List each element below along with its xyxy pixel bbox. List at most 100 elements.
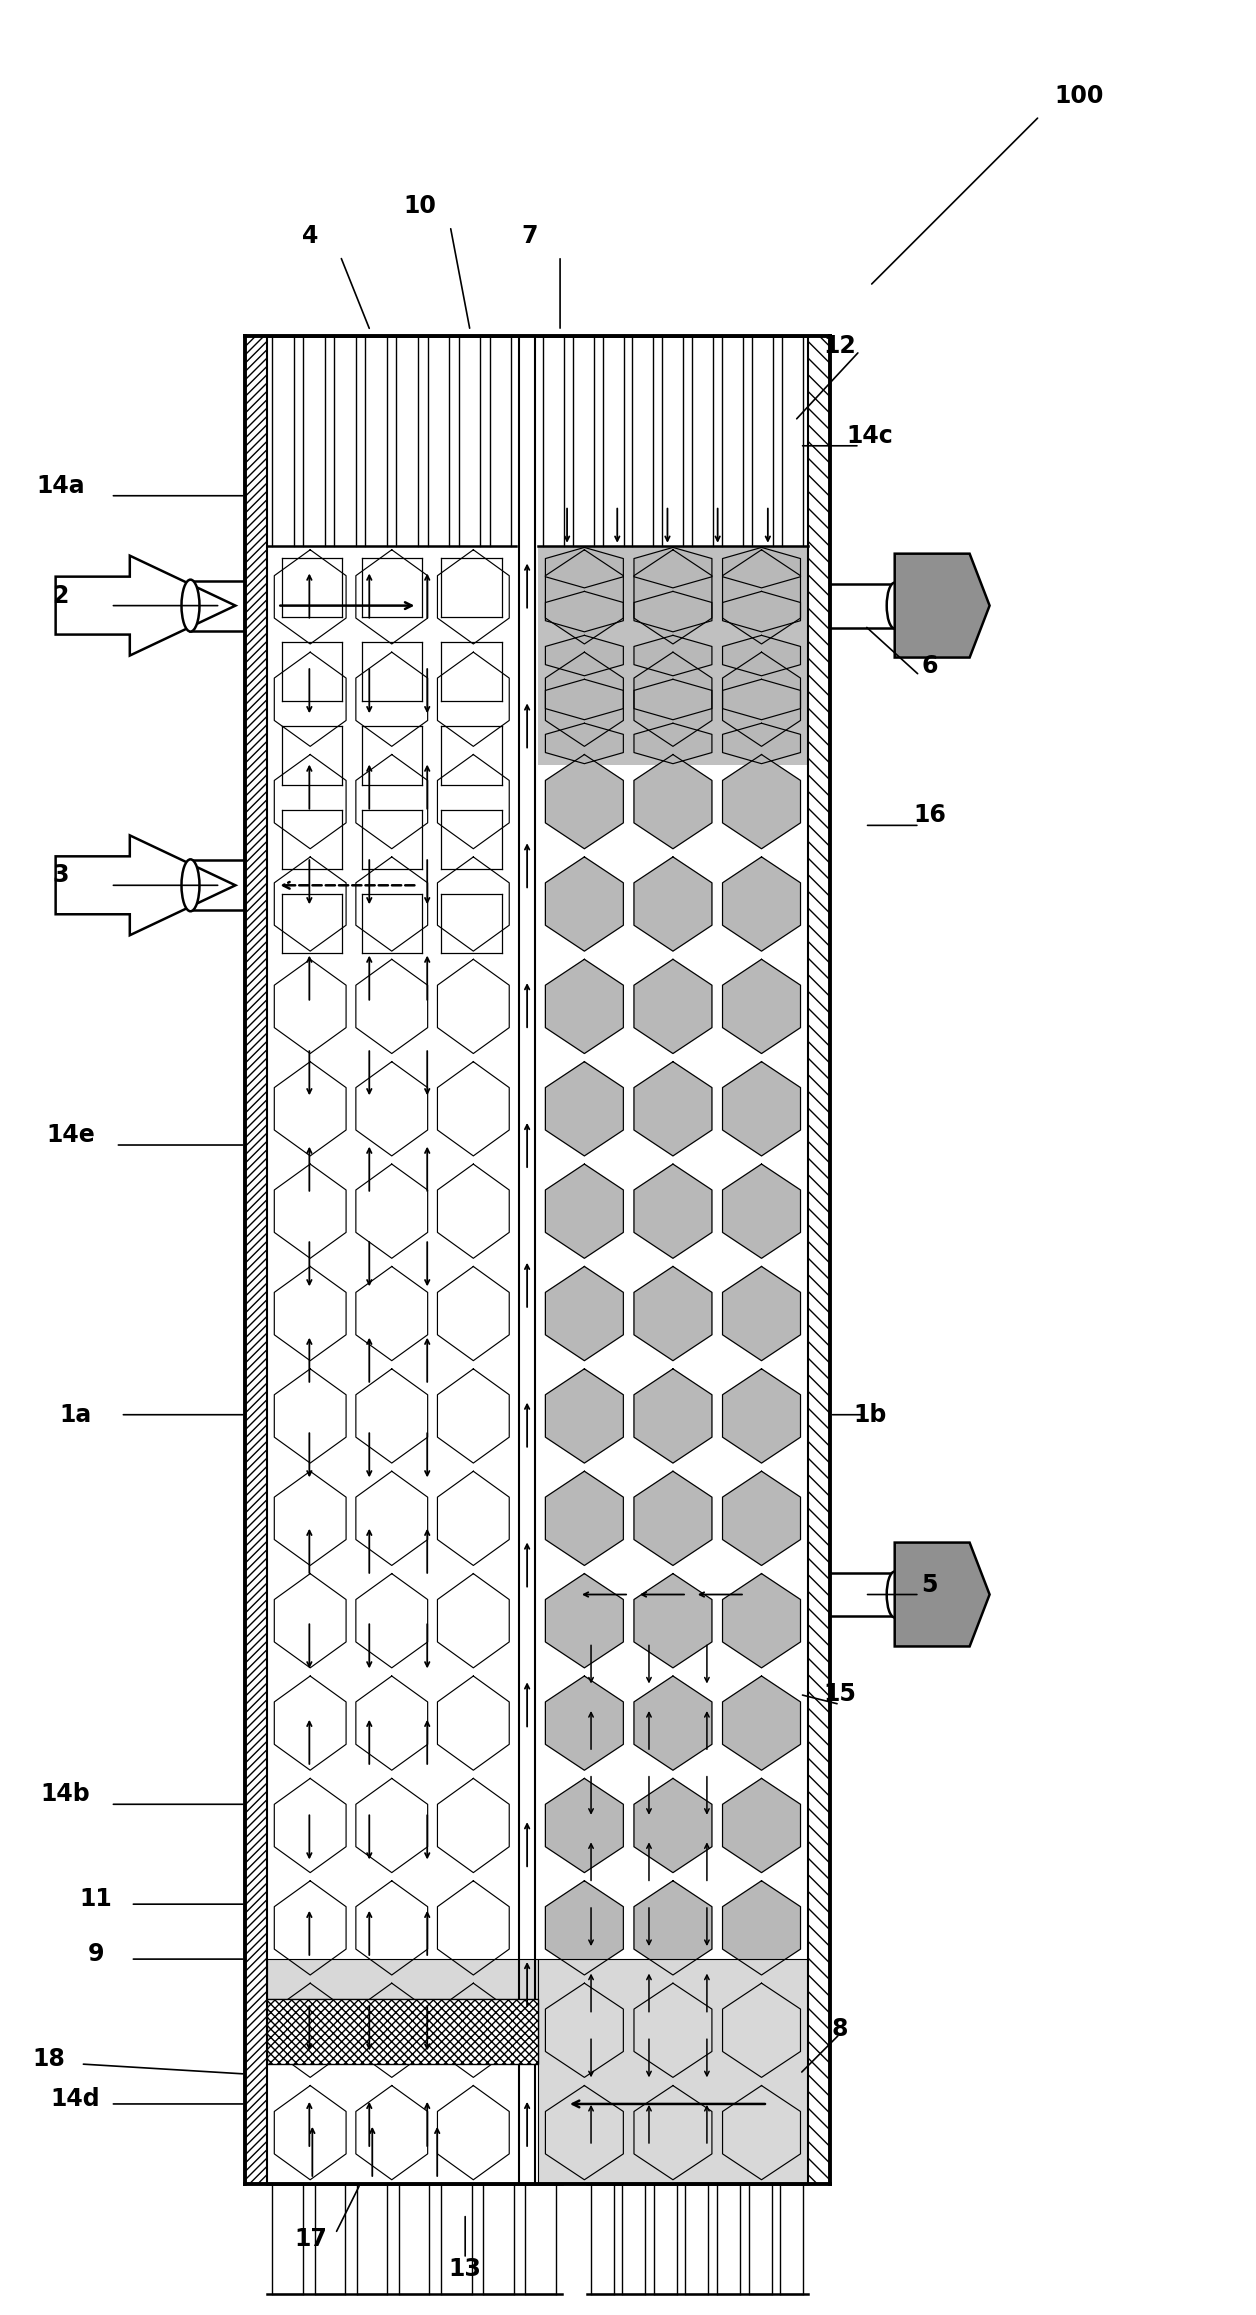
Polygon shape bbox=[722, 549, 800, 644]
Polygon shape bbox=[355, 1164, 427, 1259]
Polygon shape bbox=[437, 1266, 509, 1361]
Ellipse shape bbox=[182, 859, 200, 912]
Polygon shape bbox=[722, 2086, 800, 2181]
Polygon shape bbox=[355, 755, 427, 850]
Polygon shape bbox=[545, 549, 623, 644]
Text: 13: 13 bbox=[448, 2257, 481, 2280]
Bar bbox=[268, 546, 528, 965]
Polygon shape bbox=[274, 958, 347, 1053]
Polygon shape bbox=[545, 857, 623, 951]
Polygon shape bbox=[722, 1266, 800, 1361]
Text: 16: 16 bbox=[913, 803, 946, 826]
Polygon shape bbox=[274, 1266, 347, 1361]
Polygon shape bbox=[545, 2086, 623, 2181]
Text: 10: 10 bbox=[403, 194, 437, 218]
Polygon shape bbox=[634, 678, 712, 720]
Polygon shape bbox=[722, 546, 800, 588]
Polygon shape bbox=[545, 722, 623, 764]
Polygon shape bbox=[545, 634, 623, 676]
Polygon shape bbox=[545, 1063, 623, 1155]
Polygon shape bbox=[545, 1266, 623, 1361]
Text: 5: 5 bbox=[922, 1572, 938, 1597]
Polygon shape bbox=[355, 1368, 427, 1463]
Polygon shape bbox=[274, 1574, 347, 1667]
Text: 11: 11 bbox=[79, 1887, 112, 1912]
Polygon shape bbox=[274, 1676, 347, 1771]
Polygon shape bbox=[355, 1574, 427, 1667]
Polygon shape bbox=[437, 958, 509, 1053]
Polygon shape bbox=[634, 1880, 712, 1975]
Polygon shape bbox=[274, 1164, 347, 1259]
Polygon shape bbox=[722, 722, 800, 764]
Bar bbox=[538, 1958, 808, 2183]
Polygon shape bbox=[355, 857, 427, 951]
Polygon shape bbox=[634, 1368, 712, 1463]
Polygon shape bbox=[634, 590, 712, 632]
Polygon shape bbox=[722, 1164, 800, 1259]
Polygon shape bbox=[437, 1574, 509, 1667]
Polygon shape bbox=[545, 546, 623, 588]
Text: 3: 3 bbox=[53, 863, 69, 887]
Polygon shape bbox=[545, 653, 623, 745]
Polygon shape bbox=[55, 556, 235, 655]
Polygon shape bbox=[722, 857, 800, 951]
Polygon shape bbox=[274, 653, 347, 745]
Ellipse shape bbox=[887, 583, 903, 630]
Polygon shape bbox=[355, 1880, 427, 1975]
Text: 14e: 14e bbox=[46, 1123, 95, 1146]
Polygon shape bbox=[545, 1984, 623, 2077]
Bar bbox=[534, 336, 808, 546]
Polygon shape bbox=[634, 634, 712, 676]
Text: 14c: 14c bbox=[847, 424, 893, 447]
Polygon shape bbox=[545, 755, 623, 850]
Polygon shape bbox=[634, 722, 712, 764]
Polygon shape bbox=[722, 590, 800, 632]
Text: 8: 8 bbox=[831, 2016, 848, 2042]
Polygon shape bbox=[634, 1266, 712, 1361]
Polygon shape bbox=[634, 1676, 712, 1771]
Polygon shape bbox=[437, 2086, 509, 2181]
Polygon shape bbox=[437, 1368, 509, 1463]
Polygon shape bbox=[634, 857, 712, 951]
Polygon shape bbox=[55, 836, 235, 935]
Polygon shape bbox=[274, 1472, 347, 1565]
Polygon shape bbox=[355, 1676, 427, 1771]
Text: 18: 18 bbox=[33, 2046, 65, 2072]
Text: 2: 2 bbox=[53, 583, 69, 607]
Polygon shape bbox=[274, 1063, 347, 1155]
Bar bbox=[245, 336, 268, 2183]
Polygon shape bbox=[437, 549, 509, 644]
Polygon shape bbox=[355, 1778, 427, 1873]
Polygon shape bbox=[634, 549, 712, 644]
Polygon shape bbox=[722, 1880, 800, 1975]
Polygon shape bbox=[437, 857, 509, 951]
Polygon shape bbox=[722, 1676, 800, 1771]
Bar bbox=[538, 546, 808, 2183]
Polygon shape bbox=[437, 1984, 509, 2077]
Polygon shape bbox=[634, 2086, 712, 2181]
Polygon shape bbox=[722, 958, 800, 1053]
Polygon shape bbox=[634, 1164, 712, 1259]
Polygon shape bbox=[545, 1778, 623, 1873]
Polygon shape bbox=[545, 1368, 623, 1463]
Text: 100: 100 bbox=[1055, 83, 1104, 109]
Bar bbox=[268, 2000, 538, 2065]
Polygon shape bbox=[437, 1778, 509, 1873]
Text: 15: 15 bbox=[824, 1683, 857, 1706]
Polygon shape bbox=[634, 1472, 712, 1565]
Polygon shape bbox=[274, 857, 347, 951]
Polygon shape bbox=[634, 1984, 712, 2077]
Polygon shape bbox=[355, 1984, 427, 2077]
Text: 12: 12 bbox=[824, 333, 857, 359]
Polygon shape bbox=[634, 653, 712, 745]
Bar bbox=[808, 336, 830, 2183]
Polygon shape bbox=[894, 553, 990, 657]
Polygon shape bbox=[355, 1472, 427, 1565]
Polygon shape bbox=[545, 590, 623, 632]
Polygon shape bbox=[634, 958, 712, 1053]
Polygon shape bbox=[722, 755, 800, 850]
Polygon shape bbox=[437, 1880, 509, 1975]
Text: 1b: 1b bbox=[853, 1403, 887, 1426]
Polygon shape bbox=[545, 678, 623, 720]
Polygon shape bbox=[634, 1574, 712, 1667]
